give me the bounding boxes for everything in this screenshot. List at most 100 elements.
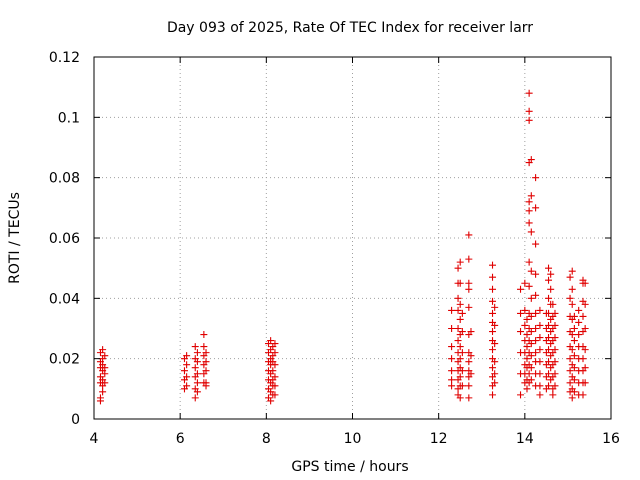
data-point bbox=[491, 370, 499, 378]
data-point bbox=[525, 370, 533, 378]
data-point bbox=[200, 343, 208, 351]
data-point bbox=[532, 337, 540, 345]
data-point bbox=[545, 382, 553, 390]
data-point bbox=[271, 373, 279, 381]
y-tick-label: 0.1 bbox=[58, 110, 80, 126]
data-point bbox=[570, 337, 578, 345]
data-point bbox=[448, 367, 456, 375]
data-point bbox=[581, 379, 589, 387]
data-point bbox=[536, 370, 544, 378]
data-point bbox=[525, 198, 533, 206]
y-tick-label: 0.08 bbox=[49, 171, 80, 187]
y-tick-label: 0.04 bbox=[49, 291, 80, 307]
data-point bbox=[570, 312, 578, 320]
data-point bbox=[525, 107, 533, 115]
data-point bbox=[579, 391, 587, 399]
data-point bbox=[448, 325, 456, 332]
x-tick-label: 6 bbox=[176, 431, 185, 447]
data-point bbox=[491, 358, 499, 366]
data-point bbox=[465, 382, 473, 390]
y-tick-label: 0.06 bbox=[49, 231, 80, 247]
data-point bbox=[517, 309, 525, 317]
data-point bbox=[448, 306, 456, 314]
data-point bbox=[566, 273, 574, 281]
data-point bbox=[551, 370, 559, 378]
data-point bbox=[467, 352, 475, 360]
data-point bbox=[458, 382, 466, 390]
data-point bbox=[101, 370, 109, 378]
data-point bbox=[545, 309, 553, 317]
data-point bbox=[202, 358, 210, 366]
data-point bbox=[456, 300, 464, 308]
data-point bbox=[566, 367, 574, 375]
data-point bbox=[525, 258, 533, 266]
x-tick-label: 16 bbox=[602, 431, 620, 447]
data-point bbox=[193, 388, 201, 396]
data-point bbox=[489, 328, 497, 336]
data-point bbox=[191, 343, 199, 351]
data-point bbox=[193, 358, 201, 366]
data-point bbox=[545, 264, 553, 272]
x-tick-label: 8 bbox=[262, 431, 271, 447]
data-point bbox=[545, 321, 553, 329]
grid-lines bbox=[94, 57, 611, 419]
data-point bbox=[536, 321, 544, 329]
data-point bbox=[551, 309, 559, 317]
data-point bbox=[536, 382, 544, 390]
data-point bbox=[525, 89, 533, 97]
data-point bbox=[532, 291, 540, 299]
data-point bbox=[517, 285, 525, 293]
data-point bbox=[454, 294, 462, 302]
data-point bbox=[581, 346, 589, 354]
x-tick-labels: 4 6 8 10 12 14 16 bbox=[90, 431, 620, 447]
data-point bbox=[489, 285, 497, 293]
data-point bbox=[568, 331, 576, 339]
data-point bbox=[489, 346, 497, 354]
data-point bbox=[545, 358, 553, 366]
data-point bbox=[570, 376, 578, 384]
data-point bbox=[193, 349, 201, 357]
data-point bbox=[458, 349, 466, 357]
data-point bbox=[536, 334, 544, 342]
data-point bbox=[527, 312, 535, 320]
data-point bbox=[570, 352, 578, 360]
data-point bbox=[545, 334, 553, 342]
data-point bbox=[191, 364, 199, 372]
axis-ticks bbox=[93, 56, 612, 420]
data-point bbox=[465, 358, 473, 366]
data-point bbox=[448, 355, 456, 363]
data-point bbox=[456, 373, 464, 381]
data-point bbox=[549, 391, 557, 399]
data-point bbox=[532, 309, 540, 317]
data-point bbox=[200, 331, 208, 339]
data-point bbox=[523, 355, 531, 363]
x-axis-label: GPS time / hours bbox=[291, 459, 408, 475]
data-point bbox=[454, 337, 462, 345]
data-point bbox=[570, 364, 578, 372]
data-point bbox=[458, 328, 466, 336]
data-point bbox=[532, 349, 540, 357]
data-point bbox=[579, 355, 587, 363]
data-point bbox=[527, 340, 535, 348]
data-point bbox=[491, 379, 499, 387]
data-point bbox=[99, 346, 107, 354]
data-point bbox=[465, 303, 473, 311]
x-tick-label: 12 bbox=[430, 431, 448, 447]
data-point bbox=[456, 394, 464, 402]
data-point bbox=[549, 300, 557, 308]
data-point bbox=[101, 364, 109, 372]
data-point bbox=[551, 358, 559, 366]
data-point bbox=[448, 376, 456, 384]
data-point bbox=[517, 391, 525, 399]
data-point bbox=[271, 391, 279, 399]
data-point bbox=[532, 174, 540, 182]
data-point bbox=[183, 361, 191, 369]
data-point bbox=[568, 267, 576, 275]
data-point bbox=[581, 364, 589, 372]
data-point bbox=[575, 306, 583, 314]
data-point bbox=[454, 264, 462, 272]
data-point bbox=[489, 391, 497, 399]
data-point bbox=[547, 285, 555, 293]
data-point bbox=[458, 367, 466, 375]
